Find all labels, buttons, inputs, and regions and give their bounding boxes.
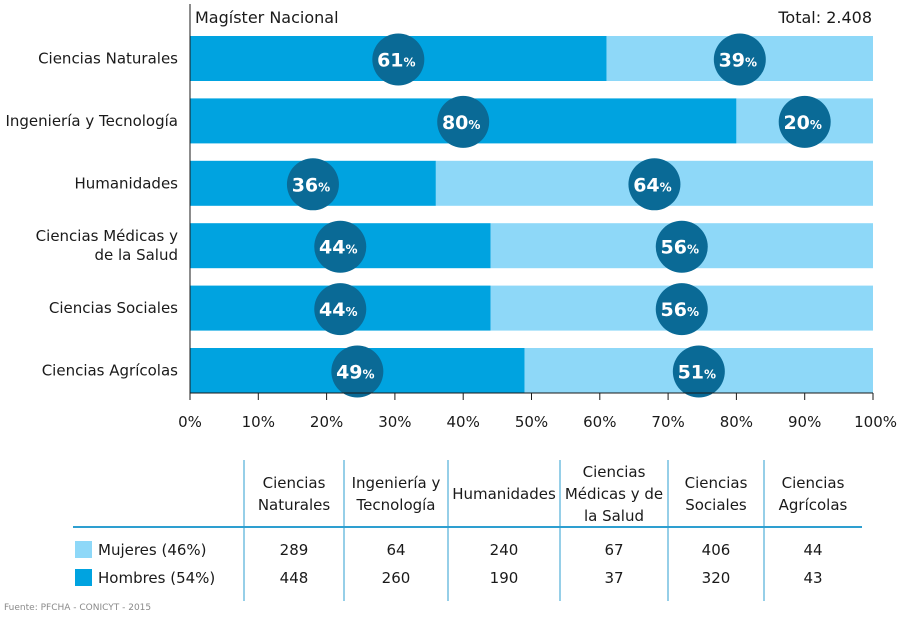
- x-tick-label-8: 80%: [720, 413, 753, 431]
- x-tick-label-4: 40%: [447, 413, 480, 431]
- percent-bubble-mujeres-4: [655, 283, 708, 336]
- table-cell-0-3: 67: [604, 541, 623, 559]
- table-header: Ciencias Naturales Ingeniería y Tecnología H…: [258, 463, 848, 525]
- percent-label-mujeres-0: 39%: [719, 50, 757, 72]
- x-axis: 0% 10% 20% 30% 40% 50% 60% 70% 80% 90% 100%: [178, 4, 897, 431]
- x-tick-label-1: 10%: [242, 413, 275, 431]
- percent-label-mujeres-1: 20%: [783, 112, 821, 134]
- chart-title: Magíster Nacional: [195, 8, 339, 27]
- table-header-5-1: Agrícolas: [779, 496, 848, 514]
- table-header-2-0: Humanidades: [452, 485, 556, 503]
- percent-label-hombres-0: 61%: [377, 50, 415, 72]
- percent-bubble-hombres-5: [331, 345, 384, 398]
- percent-label-mujeres-5: 51%: [678, 362, 716, 384]
- category-label-3-1: de la Salud: [94, 246, 178, 264]
- table-header-3-0: Ciencias: [583, 463, 646, 481]
- legend-label-1: Hombres (54%): [98, 569, 215, 587]
- table-cell-1-3: 37: [604, 569, 623, 587]
- category-label-0-0: Ciencias Naturales: [38, 50, 178, 68]
- bubbles-group: 61% 39% 80% 20% 36% 64% 44% 56% 44% 56% 49% 51%: [286, 33, 831, 398]
- x-tick-label-2: 20%: [310, 413, 343, 431]
- total-label: Total: 2.408: [777, 8, 872, 27]
- table-header-0-1: Naturales: [258, 496, 331, 514]
- table-cell-1-0: 448: [280, 569, 309, 587]
- percent-bubble-mujeres-0: [713, 33, 766, 86]
- legend-label-0: Mujeres (46%): [98, 541, 207, 559]
- category-label-2-0: Humanidades: [74, 174, 178, 192]
- percent-bubble-hombres-4: [314, 283, 367, 336]
- table-header-5-0: Ciencias: [782, 474, 845, 492]
- table-header-4-0: Ciencias: [685, 474, 748, 492]
- table-cell-0-2: 240: [490, 541, 519, 559]
- percent-label-hombres-3: 44%: [319, 237, 357, 259]
- percent-label-mujeres-4: 56%: [661, 299, 699, 321]
- category-label-4-0: Ciencias Sociales: [49, 299, 178, 317]
- legend-swatch-1: [75, 569, 92, 586]
- table-header-3-1: Médicas y de: [565, 485, 663, 503]
- table-header-3-2: la Salud: [584, 507, 644, 525]
- table-cell-1-2: 190: [490, 569, 519, 587]
- table-cell-0-4: 406: [702, 541, 731, 559]
- x-tick-label-5: 50%: [515, 413, 548, 431]
- percent-label-hombres-5: 49%: [336, 362, 374, 384]
- percent-bubble-hombres-3: [314, 220, 367, 273]
- table-cell-1-1: 260: [382, 569, 411, 587]
- percent-bubble-hombres-0: [372, 33, 425, 86]
- table-header-4-1: Sociales: [685, 496, 747, 514]
- x-tick-label-0: 0%: [178, 413, 202, 431]
- percent-label-hombres-2: 36%: [292, 174, 330, 196]
- category-label-1-0: Ingeniería y Tecnología: [5, 112, 178, 130]
- percent-bubble-mujeres-5: [672, 345, 725, 398]
- x-tick-label-6: 60%: [583, 413, 616, 431]
- percent-label-hombres-1: 80%: [442, 112, 480, 134]
- table-cell-1-5: 43: [803, 569, 822, 587]
- x-tick-label-10: 100%: [854, 413, 897, 431]
- percent-bubble-mujeres-1: [778, 95, 831, 148]
- table-lines: [73, 460, 862, 601]
- percent-label-hombres-4: 44%: [319, 299, 357, 321]
- source-note: Fuente: PFCHA - CONICYT - 2015: [4, 603, 152, 613]
- percent-label-mujeres-2: 64%: [633, 174, 671, 196]
- percent-bubble-mujeres-3: [655, 220, 708, 273]
- table-cell-0-0: 289: [280, 541, 309, 559]
- table-header-1-0: Ingeniería y: [352, 474, 441, 492]
- category-labels: Ciencias Naturales Ingeniería y Tecnologí…: [5, 50, 178, 380]
- table-cell-1-4: 320: [702, 569, 731, 587]
- table-header-1-1: Tecnología: [356, 496, 436, 514]
- x-tick-label-9: 90%: [788, 413, 821, 431]
- x-tick-label-3: 30%: [378, 413, 411, 431]
- table-rows: Mujeres (46%) 289 64 240 67 406 44 Hombres (54%…: [75, 541, 823, 587]
- table-cell-0-1: 64: [386, 541, 405, 559]
- percent-bubble-mujeres-2: [628, 158, 681, 211]
- legend-swatch-0: [75, 541, 92, 558]
- category-label-5-0: Ciencias Agrícolas: [42, 362, 178, 380]
- table-cell-0-5: 44: [803, 541, 822, 559]
- x-tick-label-7: 70%: [651, 413, 684, 431]
- percent-bubble-hombres-1: [437, 95, 490, 148]
- stacked-bar-chart: 61% 39% 80% 20% 36% 64% 44% 56% 44% 56% 49% 51% 0% 1…: [5, 4, 897, 431]
- category-label-3-0: Ciencias Médicas y: [36, 227, 178, 245]
- percent-bubble-hombres-2: [286, 158, 339, 211]
- percent-label-mujeres-3: 56%: [661, 237, 699, 259]
- table-header-0-0: Ciencias: [263, 474, 326, 492]
